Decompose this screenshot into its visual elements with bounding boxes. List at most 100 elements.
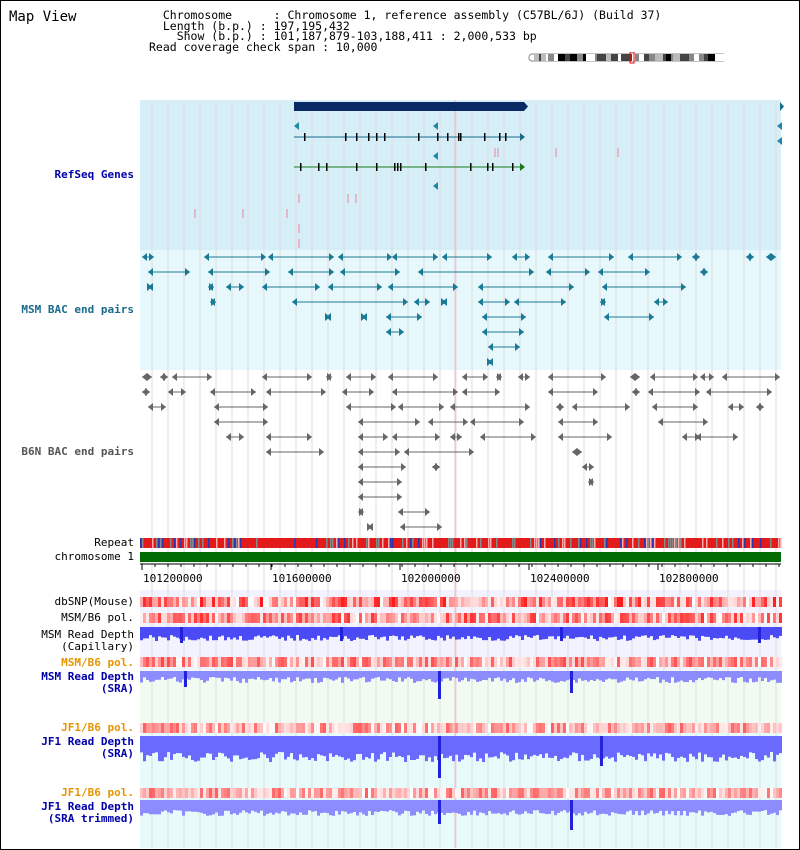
jf1-trimmed-depth xyxy=(572,800,575,814)
jf1-sra-depth xyxy=(335,736,338,755)
jf1-b6-pol-cell xyxy=(428,723,431,733)
jf1-trimmed-depth xyxy=(524,800,527,812)
msm-capillary-depth xyxy=(404,627,407,641)
msm-sra-depth xyxy=(179,671,182,683)
dbsnp-cell xyxy=(257,597,260,607)
msm-bac-end-pairs[interactable] xyxy=(142,253,776,366)
msm-capillary-depth xyxy=(542,627,545,640)
dbsnp-cell xyxy=(326,597,329,607)
jf1-b6-pol-2-cell xyxy=(650,788,653,798)
msm-b6-pol-2-cell xyxy=(665,657,668,667)
jf1-b6-pol-2-cell xyxy=(500,788,503,798)
jf1-b6-pol-2-cell xyxy=(350,788,353,798)
jf1-b6-pol-2-cell xyxy=(641,788,644,798)
repeat-element xyxy=(448,538,450,548)
jf1-trimmed-depth xyxy=(329,800,332,816)
msm-b6-pol-cell xyxy=(449,613,452,623)
dbsnp-cell xyxy=(674,597,677,607)
dbsnp-cell xyxy=(380,597,383,607)
msm-b6-pol-2-cell xyxy=(149,657,152,667)
msm-b6-pol-2-cell xyxy=(389,657,392,667)
dbsnp-cell xyxy=(161,597,164,607)
refseq-exon xyxy=(505,133,507,141)
jf1-b6-pol-cell xyxy=(530,723,533,733)
jf1-b6-pol-2-cell xyxy=(608,788,611,798)
msm-capillary-depth xyxy=(485,627,488,641)
jf1-b6-pol-2-cell xyxy=(410,788,413,798)
msm-b6-pol-2-cell xyxy=(470,657,473,667)
msm-b6-pol-2-cell xyxy=(467,657,470,667)
jf1-trimmed-depth xyxy=(296,800,299,816)
msm-b6-pol-2-cell xyxy=(158,657,161,667)
track-label-refseq[interactable]: RefSeq Genes xyxy=(54,168,134,181)
jf1-trimmed-depth xyxy=(593,800,596,811)
jf1-trimmed-depth xyxy=(419,800,422,814)
ideogram-band xyxy=(689,54,694,61)
msm-b6-pol-2-cell xyxy=(458,657,461,667)
jf1-sra-depth xyxy=(284,736,287,760)
jf1-b6-pol-2-cell xyxy=(719,788,722,798)
chromosome-ideogram[interactable] xyxy=(528,52,728,64)
msm-bac-end xyxy=(585,268,590,276)
dbsnp-cell xyxy=(317,597,320,607)
jf1-sra-depth xyxy=(188,736,191,756)
track-label-msm-bac[interactable]: MSM BAC end pairs xyxy=(21,303,134,316)
msm-capillary-depth xyxy=(368,627,371,636)
msm-b6-pol-2-cell xyxy=(584,657,587,667)
repeat-element xyxy=(592,538,594,548)
msm-b6-pol-2-cell xyxy=(383,657,386,667)
track-label-b6n-bac[interactable]: B6N BAC end pairs xyxy=(21,445,134,458)
info-length: Length (b.p.) : 197,195,432 xyxy=(149,18,350,33)
b6n-bac-end xyxy=(693,403,698,411)
b6n-bac-end xyxy=(650,373,655,381)
jf1-sra-depth xyxy=(350,736,353,762)
msm-sra-depth xyxy=(629,671,632,680)
msm-bac-end xyxy=(695,253,700,261)
jf1-b6-pol-cell xyxy=(761,723,764,733)
jf1-b6-pol-cell xyxy=(611,723,614,733)
jf1-sra-depth xyxy=(476,736,479,762)
msm-capillary-depth xyxy=(638,627,641,637)
msm-bac-end xyxy=(329,253,334,261)
dbsnp-cell xyxy=(503,597,506,607)
msm-capillary-depth xyxy=(590,627,593,636)
refseq-genes[interactable] xyxy=(194,102,784,248)
dbsnp-cell xyxy=(734,597,737,607)
jf1-sra-depth xyxy=(464,736,467,755)
msm-sra-depth xyxy=(533,671,536,682)
b6n-bac-end xyxy=(400,523,405,531)
jf1-b6-pol-2-cell xyxy=(371,788,374,798)
msm-sra-depth xyxy=(269,671,272,679)
b6n-bac-end xyxy=(695,388,700,396)
refseq-exon xyxy=(318,163,320,171)
jf1-b6-pol-2-cell xyxy=(503,788,506,798)
msm-sra-depth xyxy=(143,671,146,678)
jf1-trimmed-depth xyxy=(434,800,437,815)
msm-b6-pol-cell xyxy=(380,613,383,623)
dbsnp-cell xyxy=(665,597,668,607)
jf1-b6-pol-2-cell xyxy=(668,788,671,798)
jf1-b6-pol-cell xyxy=(512,723,515,733)
msm-b6-pol-cell xyxy=(746,613,749,623)
msm-b6-pol-2-cell xyxy=(170,657,173,667)
jf1-sra-depth xyxy=(683,736,686,758)
msm-capillary-depth xyxy=(743,627,746,640)
jf1-b6-pol-2-cell xyxy=(374,788,377,798)
msm-b6-pol-2-cell xyxy=(173,657,176,667)
jf1-sra-depth xyxy=(779,736,782,754)
msm-sra-depth xyxy=(662,671,665,680)
b6n-bac-end xyxy=(395,448,400,456)
jf1-b6-pol-2-cell xyxy=(386,788,389,798)
msm-b6-pol-2-cell xyxy=(194,657,197,667)
dbsnp-cell xyxy=(656,597,659,607)
refseq-exon xyxy=(304,133,306,141)
dbsnp-cell xyxy=(716,597,719,607)
jf1-sra-depth xyxy=(425,736,428,762)
jf1-sra-depth xyxy=(650,736,653,757)
msm-b6-pol-cell xyxy=(638,613,641,623)
dbsnp-cell xyxy=(419,597,422,607)
ideogram-band xyxy=(719,54,727,61)
msm-sra-depth xyxy=(389,671,392,680)
msm-b6-pol-2-cell xyxy=(281,657,284,667)
